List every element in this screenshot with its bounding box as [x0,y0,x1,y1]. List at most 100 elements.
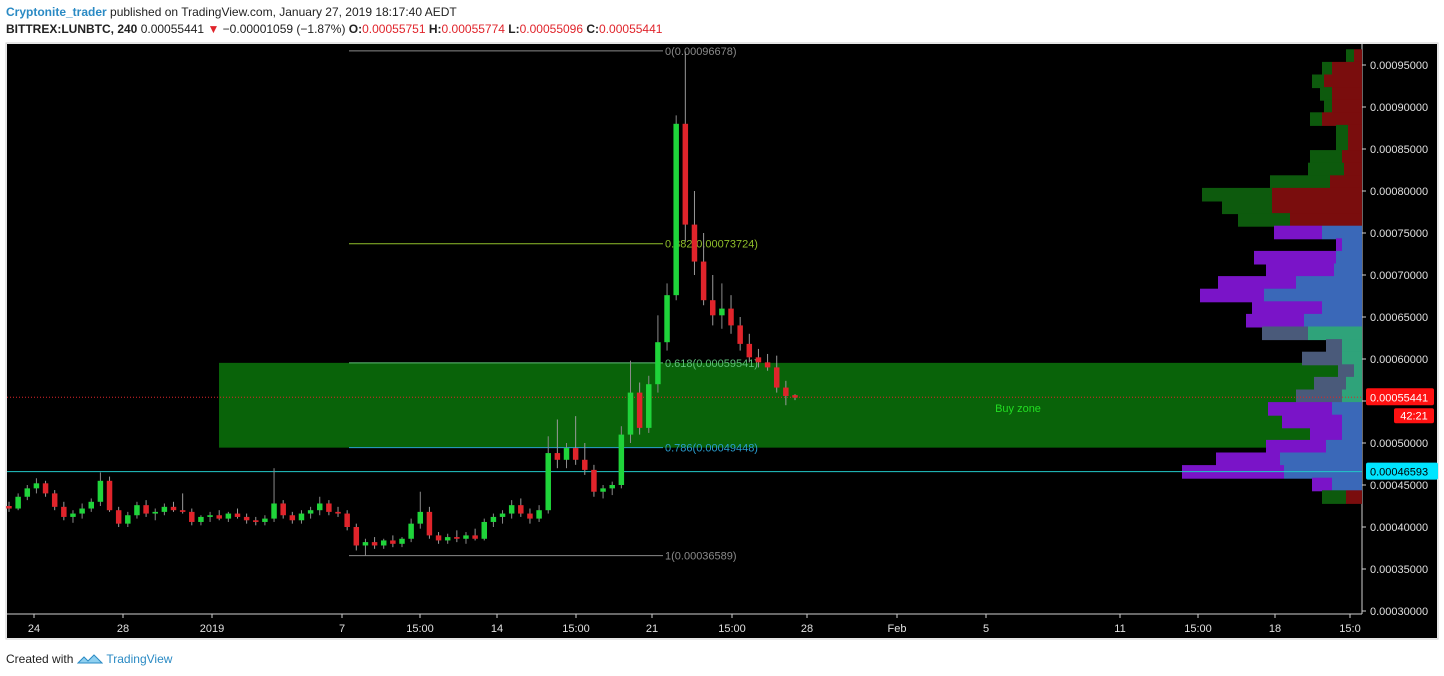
volume-profile-bar-up [1354,364,1362,378]
candle-body [234,513,241,517]
candle-body [344,513,350,527]
volume-profile-bar-up [1332,402,1362,416]
price-axis-label: 0.00065000 [1370,312,1428,324]
candle-body [764,362,771,368]
down-arrow-icon: ▼ [207,22,220,36]
price-axis-label: 0.00040000 [1370,522,1428,534]
volume-profile-bar-up [1324,74,1362,89]
candle-body [380,540,387,546]
volume-profile-bar-down [1282,414,1342,429]
volume-profile-bar-down [1312,477,1332,492]
candle-body [508,505,515,514]
volume-profile-bar-up [1290,213,1362,227]
volume-profile-bar-up [1342,389,1362,404]
candle-body [253,520,259,522]
candle-body [371,542,378,546]
volume-profile-bar-down [1216,452,1280,467]
candle-body [408,523,414,539]
publish-line: Cryptonite_trader published on TradingVi… [6,4,1436,21]
ohlc-line: BITTREX:LUNBTC, 240 0.00055441 ▼ −0.0000… [6,21,1436,38]
time-axis: 24 28 2019 7 15:00 14 15:00 21 15:00 28 Feb 5 11 15:0… [28,614,1361,635]
volume-profile-bar-up [1332,99,1362,114]
volume-profile-bar-down [1246,313,1304,328]
candle-body [353,527,360,546]
volume-profile-bar-down [1266,263,1334,278]
time-axis-background[interactable] [7,614,1437,638]
support-price-label: 0.00046593 [1370,467,1428,479]
volume-profile-bar-down [1296,389,1342,404]
current-price-label: 0.00055441 [1370,392,1428,404]
volume-profile-bar-down [1310,150,1342,164]
volume-profile-bar-down [1238,213,1290,227]
current-price-label-box [1366,388,1434,406]
volume-profile-bar-up [1332,87,1362,101]
candle-body [42,483,49,494]
volume-profile-bar-down [1322,61,1332,76]
volume-profile-bar-down [1336,137,1348,152]
candle-body [24,488,31,497]
volume-profile-bar-down [1222,200,1272,215]
candle-body [472,535,478,539]
fib-level-label: 0.382(0.00073724) [665,239,758,251]
time-axis-label: 18 [1269,623,1281,635]
volume-profile-bar-up [1304,313,1362,328]
price-axis-label: 0.00045000 [1370,480,1428,492]
candle-body [280,503,286,516]
volume-profile-bar-up [1342,150,1362,164]
high-label: H: [428,22,442,36]
volume-profile-bar-down [1322,490,1346,504]
candle-body [719,308,725,316]
time-axis-label: 15:0 [1339,623,1360,635]
price-axis-label: 0.00075000 [1370,228,1428,240]
time-axis-label: 7 [339,623,345,635]
volume-profile-bar-up [1322,112,1362,126]
candle-body [518,505,524,514]
candle-body [792,395,798,398]
time-axis-label: 11 [1114,623,1125,635]
volume-profile-bar-down [1314,376,1346,391]
candle-body [317,503,323,511]
price-axis-background[interactable] [1362,44,1437,614]
volume-profile-bar-up [1342,351,1362,366]
volume-profile-bar-down [1254,250,1336,265]
chart-header: Cryptonite_trader published on TradingVi… [6,4,1436,38]
candle-body [600,488,606,492]
candle-body [664,295,670,343]
candle-body [70,513,76,517]
tradingview-link[interactable]: TradingView [106,652,173,666]
candle-body [198,516,204,522]
price-axis-label: 0.00080000 [1370,186,1428,198]
horizontal-lines [7,396,1362,473]
candle-body [298,513,305,521]
volume-profile-bar-down [1200,288,1264,303]
price-axis-label: 0.00050000 [1370,438,1428,450]
candle-body [591,469,597,492]
symbol-label: BITTREX:LUNBTC, 240 [6,22,138,36]
time-axis-label: 5 [983,623,989,635]
candle-body [289,515,296,521]
open-label: O: [348,22,363,36]
close-value: 0.00055441 [599,22,663,36]
time-axis-label: 28 [801,623,813,635]
time-axis-label: Feb [888,623,907,635]
candle-body [362,542,369,546]
low-label: L: [508,22,520,36]
candle-body [691,224,698,262]
buy-zone-rect[interactable] [219,362,1362,448]
candle-body [216,515,222,519]
candle-body [179,510,186,512]
price-axis: 0.00030000 0.00035000 0.00040000 0.00045000… [1362,60,1428,618]
fibonacci-retracement[interactable]: 0(0.00096678) 0.382(0.00073724) 0.618(0.00… [349,46,758,563]
volume-profile-bar-up [1332,477,1362,492]
candle-body [728,308,734,326]
volume-profile-bar-up [1342,339,1362,353]
time-axis-label: 24 [28,623,40,635]
volume-profile-bar-down [1252,301,1322,315]
candle-body [115,510,122,524]
candle-body [225,513,232,519]
volume-profile-bar-down [1274,225,1322,240]
volume-profile-bar-down [1310,112,1322,126]
candle-body [189,511,195,522]
author-link[interactable]: Cryptonite_trader [6,5,107,19]
